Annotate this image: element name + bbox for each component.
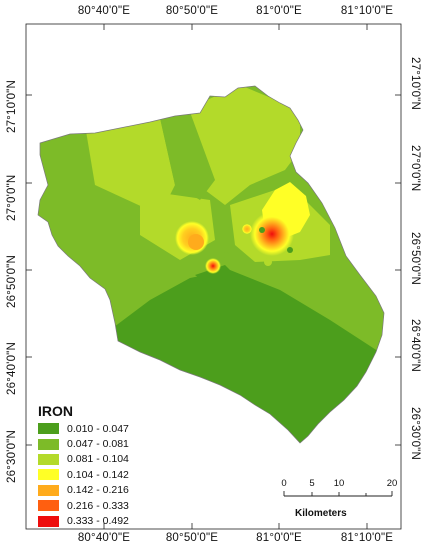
legend-item: 0.142 - 0.216 (38, 483, 129, 498)
legend-item: 0.216 - 0.333 (38, 498, 129, 513)
scale-tick-label: 20 (386, 478, 398, 489)
legend-swatch (38, 515, 59, 527)
scale-tick-label: 0 (281, 478, 287, 489)
legend-label: 0.333 - 0.492 (67, 515, 129, 528)
legend-swatch (38, 453, 59, 465)
lon-label-top: 80°40'0"E (77, 5, 131, 17)
lat-label-right: 26°30'0"N (409, 407, 421, 460)
lon-label-bottom: 81°0'0"E (256, 532, 302, 544)
legend-swatch (38, 484, 59, 496)
legend-item: 0.010 - 0.047 (38, 421, 129, 436)
lat-label-left: 26°30'0"N (6, 430, 18, 483)
legend-label: 0.104 - 0.142 (67, 468, 129, 481)
legend-item: 0.047 - 0.081 (38, 436, 129, 451)
lon-label-bottom: 81°10'0"E (340, 532, 394, 544)
lon-label-top: 81°0'0"E (256, 5, 302, 17)
legend-item: 0.333 - 0.492 (38, 513, 129, 528)
lat-label-right: 26°50'0"N (409, 232, 421, 285)
lat-label-right: 27°0'0"N (409, 145, 421, 192)
legend-title: IRON (38, 403, 73, 419)
lat-label-left: 26°40'0"N (6, 342, 18, 395)
legend-swatch (38, 438, 59, 450)
scale-bar: 0 5 10 20 Kilometers (270, 478, 410, 524)
legend-item: 0.081 - 0.104 (38, 452, 129, 467)
lat-label-left: 27°10'0"N (6, 80, 18, 133)
lon-label-bottom: 80°40'0"E (77, 532, 131, 544)
legend-items: 0.010 - 0.047 0.047 - 0.081 0.081 - 0.104 0… (38, 421, 129, 529)
legend-label: 0.047 - 0.081 (67, 438, 129, 451)
legend-swatch (38, 469, 59, 481)
legend-label: 0.216 - 0.333 (67, 499, 129, 512)
lat-label-left: 27°0'0"N (6, 174, 18, 221)
scale-bar-line (283, 491, 393, 497)
legend-label: 0.010 - 0.047 (67, 422, 129, 435)
district-boundary (37, 85, 385, 444)
lon-label-top: 81°10'0"E (340, 5, 394, 17)
lat-label-right: 26°40'0"N (409, 319, 421, 372)
scale-unit-label: Kilometers (295, 508, 347, 519)
legend-swatch (38, 500, 59, 512)
legend: IRON 0.010 - 0.047 0.047 - 0.081 0.081 - 0… (38, 403, 129, 529)
lat-label-left: 26°50'0"N (6, 255, 18, 308)
legend-item: 0.104 - 0.142 (38, 467, 129, 482)
lat-label-right: 27°10'0"N (409, 57, 421, 110)
scale-tick-label: 5 (309, 478, 315, 489)
scale-tick-label: 10 (333, 478, 345, 489)
legend-swatch (38, 423, 59, 435)
lon-label-top: 80°50'0"E (165, 5, 219, 17)
lon-label-bottom: 80°50'0"E (165, 532, 219, 544)
legend-label: 0.081 - 0.104 (67, 453, 129, 466)
legend-label: 0.142 - 0.216 (67, 484, 129, 497)
